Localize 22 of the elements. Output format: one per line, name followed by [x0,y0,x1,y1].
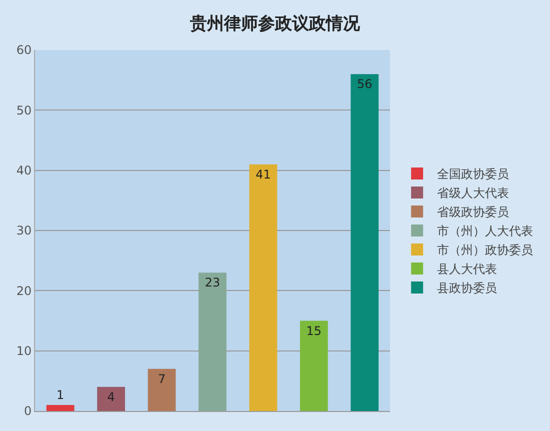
data-label: 15 [306,324,322,338]
y-tick-label: 50 [16,103,32,118]
legend-label: 县人大代表 [437,262,498,276]
y-tick-label: 20 [16,284,32,298]
data-label: 23 [204,276,220,290]
data-label: 4 [107,390,115,404]
chart-title: 贵州律师参政议政情况 [189,14,361,34]
y-tick-label: 40 [16,164,32,178]
y-tick-label: 60 [16,43,32,58]
legend-label: 省级政协委员 [437,205,510,220]
legend-label: 全国政协委员 [437,167,510,182]
legend-label: 市（州）政协委员 [437,243,534,258]
y-tick-label: 10 [16,344,32,358]
legend-label: 省级人大代表 [437,186,510,200]
data-label: 41 [256,167,271,182]
data-label: 7 [158,372,166,386]
data-label: 56 [357,77,372,92]
y-tick-label: 30 [16,224,32,238]
legend-label: 县政协委员 [437,281,498,296]
data-label: 1 [56,388,64,402]
y-tick-label: 0 [24,404,32,418]
legend-label: 市（州）人大代表 [437,224,534,238]
